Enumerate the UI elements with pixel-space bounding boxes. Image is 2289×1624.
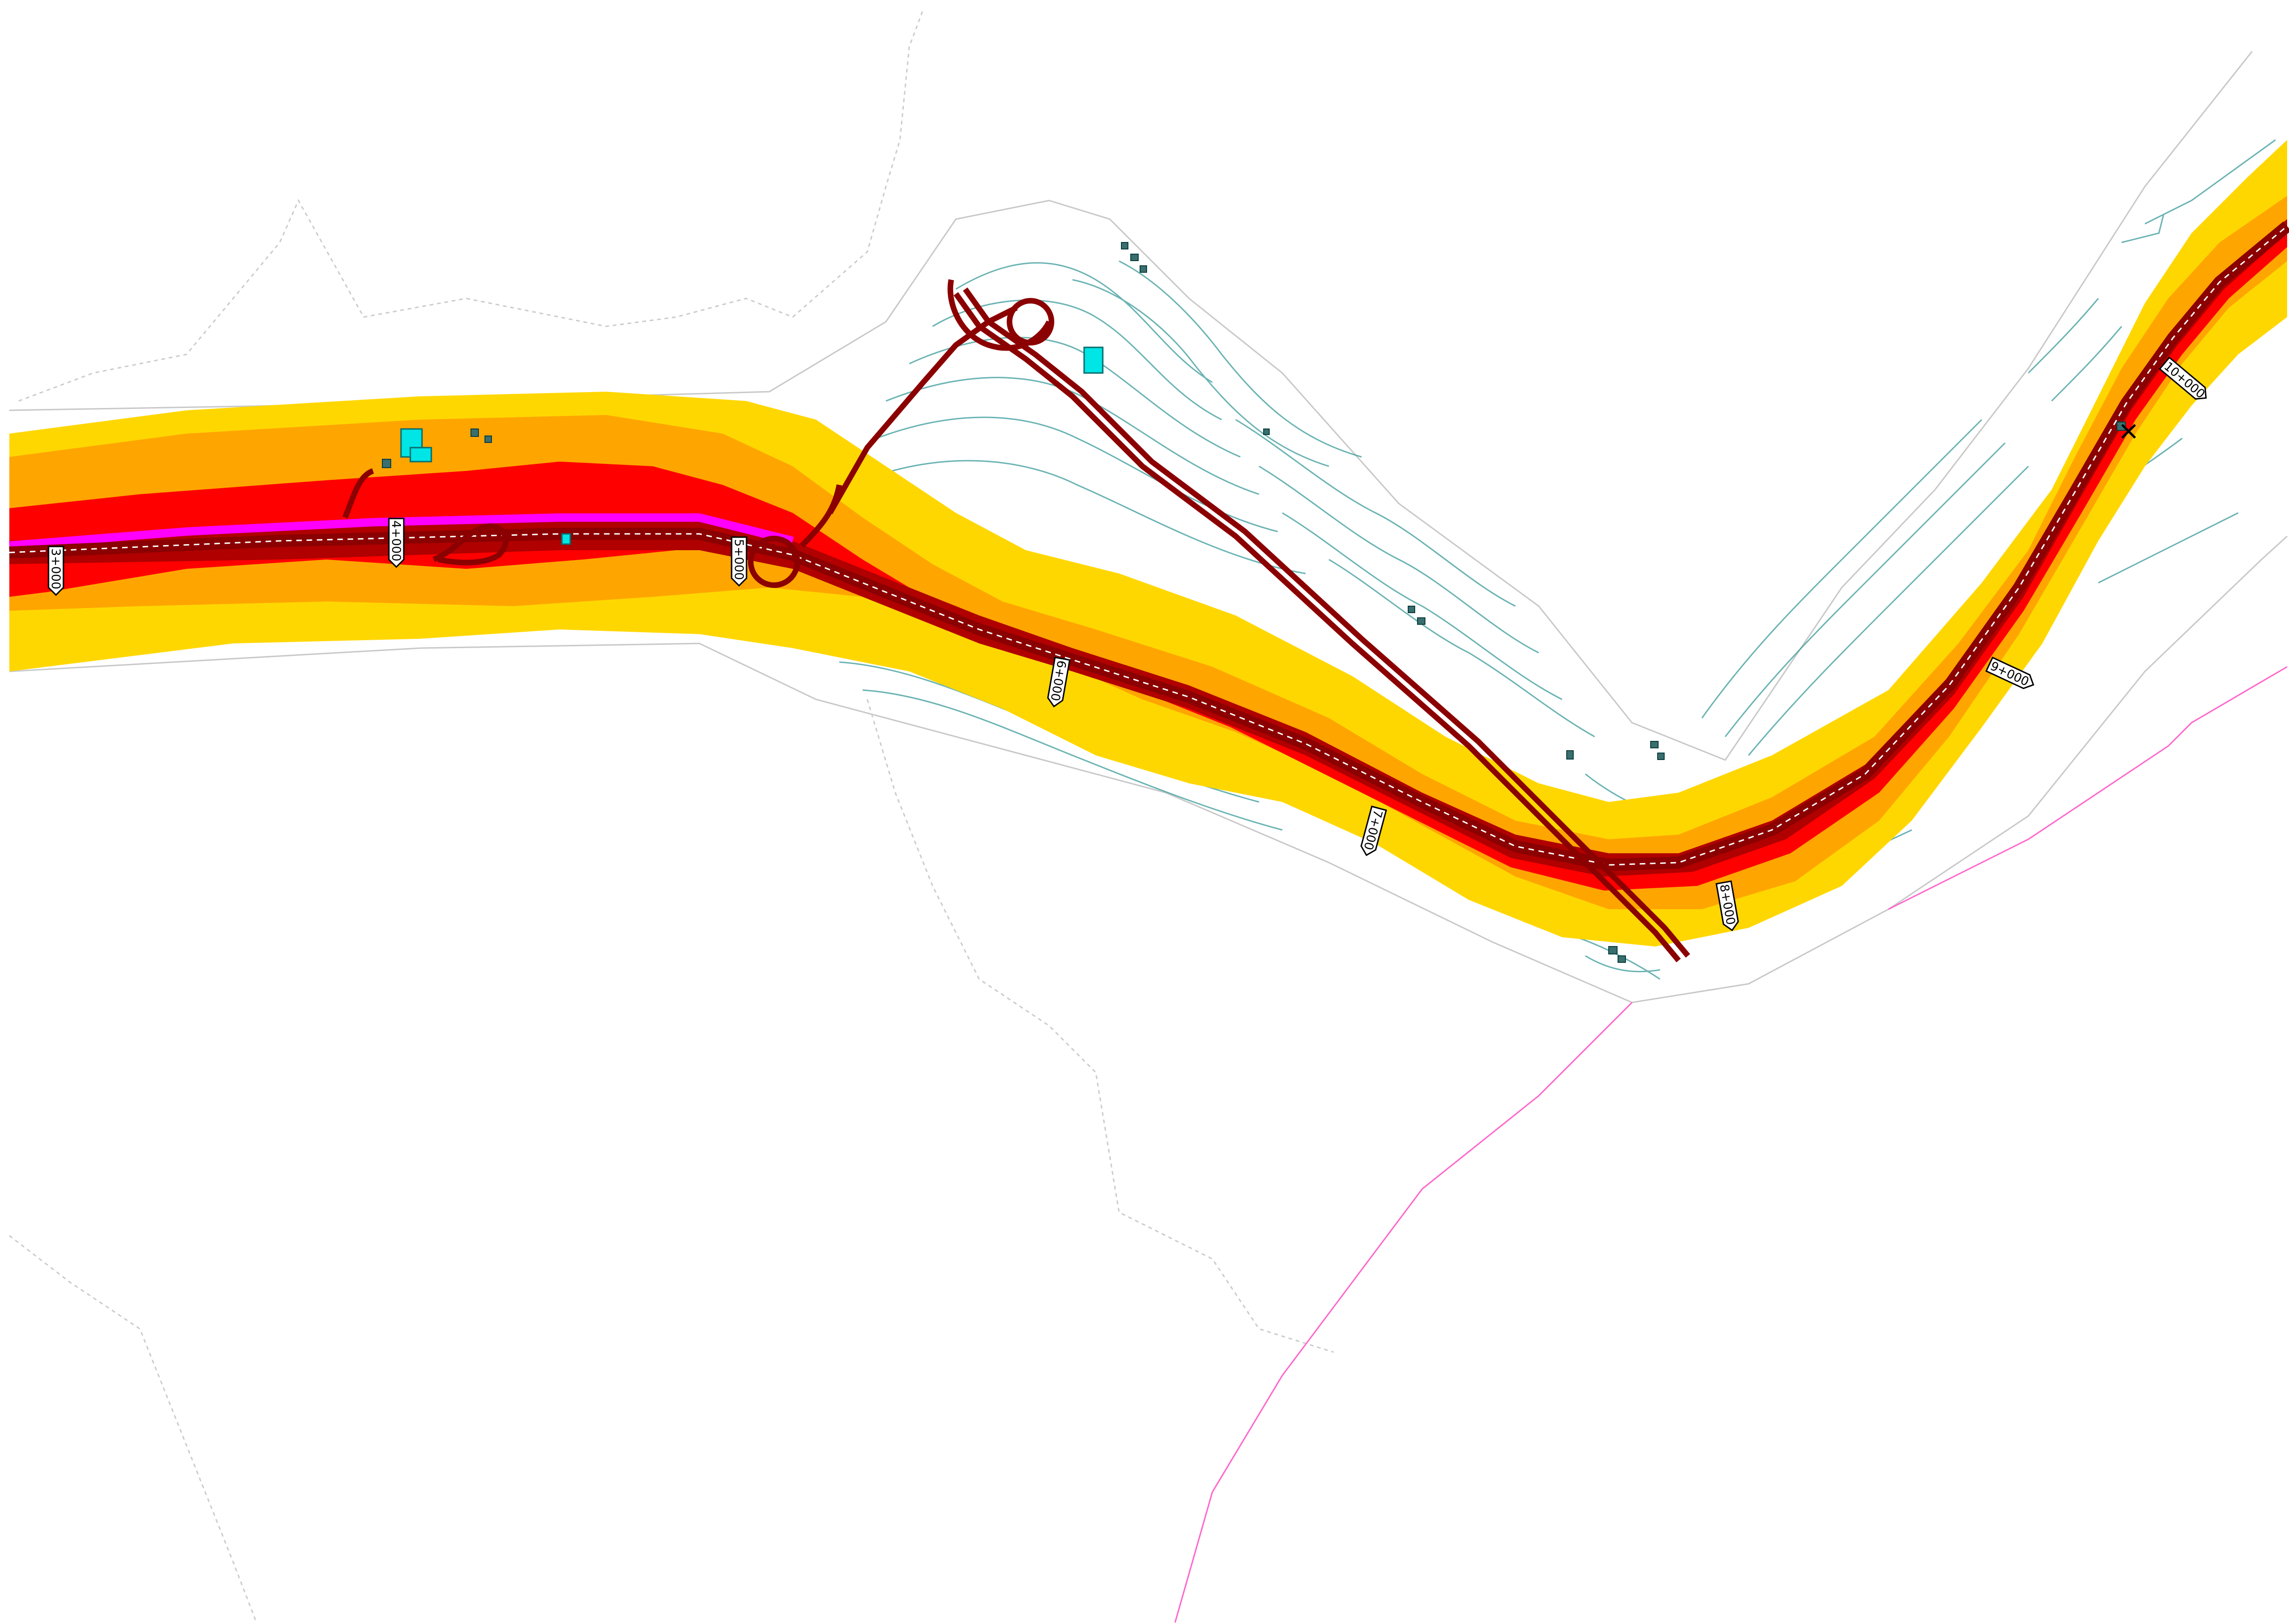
chainage-marker-3000: 3+000 xyxy=(48,546,64,596)
interchange xyxy=(342,279,1690,962)
chainage-marker-4000: 4+000 xyxy=(388,518,405,568)
noise-zone-inner xyxy=(9,224,2287,891)
admin-line-pink xyxy=(1174,666,2288,1623)
buildings xyxy=(382,242,2126,963)
chainage-label-4000: 4+000 xyxy=(389,520,403,561)
admin-boundary-dotted xyxy=(9,9,1334,1623)
noise-zone-core xyxy=(9,219,2287,877)
chainage-marker-5000: 5+000 xyxy=(731,536,747,587)
existing-road xyxy=(9,513,794,550)
chainage-label-5000: 5+000 xyxy=(732,539,746,580)
chainage-label-3000: 3+000 xyxy=(48,548,62,589)
main-road xyxy=(9,221,2289,871)
survey-boundary-line xyxy=(9,51,2288,1003)
structure-symbol xyxy=(2121,424,2136,439)
chainage-markers: 3+000 4+000 5+000 6+000 7+000 8+000 9+00… xyxy=(48,356,2207,932)
